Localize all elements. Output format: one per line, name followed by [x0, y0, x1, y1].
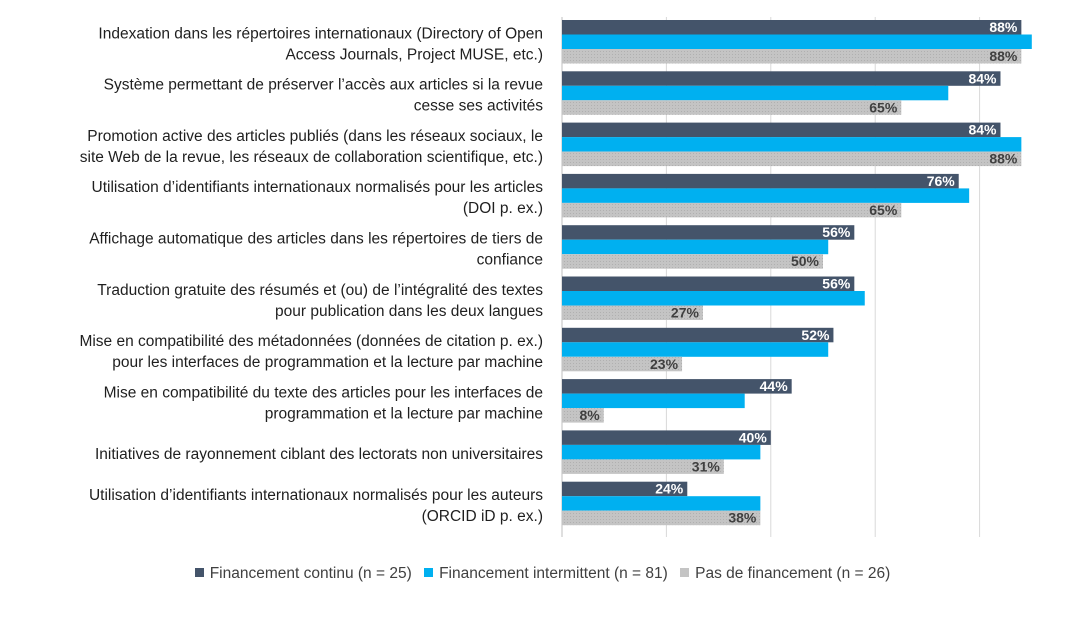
bar-continu	[562, 327, 834, 343]
bar-continu	[562, 71, 1001, 86]
legend-item-aucun: Pas de financement (n = 26)	[680, 565, 890, 583]
category-label: pour publication dans les deux langues	[275, 303, 543, 320]
bar-continu	[562, 20, 1022, 35]
category-label: Promotion active des articles publiés (d…	[87, 128, 543, 145]
bar-intermittent	[562, 496, 761, 511]
category-label: site Web de la revue, les réseaux de col…	[80, 149, 543, 166]
category-label: Indexation dans les répertoires internat…	[98, 25, 543, 42]
data-label-aucun: 38%	[728, 510, 757, 526]
data-label-continu: 76%	[927, 173, 956, 189]
category-label: Mise en compatibilité des métadonnées (d…	[79, 333, 543, 350]
data-label-aucun: 88%	[989, 48, 1018, 64]
category-label: Access Journals, Project MUSE, etc.)	[285, 46, 543, 63]
bar-aucun	[562, 100, 902, 115]
data-label-aucun: 8%	[580, 407, 601, 423]
bar-chart: 88% 88% 84% 65% 84% 88% 76% 65% 56%50%56% 27% 52% 2…	[79, 17, 1032, 537]
data-labels: 88% 88% 84% 65% 84% 88% 76% 65% 56%50%56% 27% 52% 2…	[580, 19, 1018, 526]
bar-aucun	[562, 510, 761, 526]
data-label-continu: 88%	[989, 19, 1018, 35]
data-label-continu: 44%	[760, 378, 789, 394]
category-labels: Indexation dans les répertoires internat…	[79, 25, 543, 525]
bar-intermittent	[562, 239, 829, 255]
bar-aucun	[562, 254, 823, 269]
legend-label-continu: Financement continu (n = 25)	[209, 565, 412, 582]
category-label: Utilisation d’identifiants internationau…	[92, 179, 544, 196]
legend-swatch-aucun	[680, 568, 690, 577]
category-label: Système permettant de préserver l’accès …	[104, 77, 543, 94]
bar-continu	[562, 225, 855, 240]
category-label: Initiatives de rayonnement ciblant des l…	[95, 446, 543, 463]
bar-continu	[562, 481, 688, 497]
bar-aucun	[562, 49, 1022, 64]
bar-continu	[562, 122, 1001, 138]
bar-aucun	[562, 151, 1022, 167]
category-label: (DOI p. ex.)	[463, 200, 543, 217]
bar-aucun	[562, 408, 604, 423]
legend-label-intermittent: Financement intermittent (n = 81)	[439, 565, 668, 582]
legend-item-intermittent: Financement intermittent (n = 81)	[424, 565, 668, 583]
data-label-continu: 56%	[822, 276, 851, 292]
data-label-aucun: 50%	[791, 253, 820, 269]
legend-label-aucun: Pas de financement (n = 26)	[695, 565, 891, 582]
data-label-aucun: 65%	[869, 99, 898, 115]
bar-continu	[562, 379, 792, 394]
data-label-aucun: 31%	[692, 458, 721, 474]
category-label: Traduction gratuite des résumés et (ou) …	[97, 282, 543, 299]
data-label-continu: 40%	[739, 429, 768, 445]
data-label-aucun: 65%	[869, 202, 898, 218]
bar-intermittent	[562, 444, 761, 460]
bar-continu	[562, 430, 771, 445]
category-label: confiance	[477, 251, 543, 268]
bar-aucun	[562, 459, 724, 474]
bar-intermittent	[562, 85, 949, 101]
data-label-continu: 84%	[968, 70, 997, 86]
data-label-aucun: 27%	[671, 305, 700, 321]
category-label: Affichage automatique des articles dans …	[89, 230, 543, 247]
data-label-continu: 84%	[968, 122, 997, 138]
bar-aucun	[562, 305, 703, 320]
bar-intermittent	[562, 188, 970, 203]
category-label: cesse ses activités	[414, 98, 543, 115]
legend: Financement continu (n = 25) Financement…	[0, 565, 1085, 583]
data-label-continu: 24%	[655, 481, 684, 497]
legend-swatch-intermittent	[424, 568, 434, 577]
data-label-continu: 52%	[801, 327, 830, 343]
bar-intermittent	[562, 34, 1032, 49]
bar-intermittent	[562, 137, 1022, 152]
bar-aucun	[562, 356, 683, 372]
category-label: Mise en compatibilité du texte des artic…	[104, 384, 543, 401]
bars	[562, 20, 1032, 526]
data-label-aucun: 88%	[989, 151, 1018, 167]
legend-item-continu: Financement continu (n = 25)	[194, 565, 412, 583]
category-label: (ORCID iD p. ex.)	[422, 508, 543, 525]
data-label-aucun: 23%	[650, 356, 679, 372]
bar-aucun	[562, 202, 902, 218]
bar-intermittent	[562, 342, 829, 357]
legend-swatch-continu	[194, 568, 204, 577]
bar-continu	[562, 173, 959, 189]
bar-intermittent	[562, 291, 865, 306]
category-label: pour les interfaces de programmation et …	[112, 354, 543, 371]
category-label: Utilisation d’identifiants internationau…	[89, 487, 543, 504]
category-label: programmation et la lecture par machine	[265, 405, 543, 422]
bar-intermittent	[562, 393, 745, 409]
data-label-continu: 56%	[822, 224, 851, 240]
bar-continu	[562, 276, 855, 291]
